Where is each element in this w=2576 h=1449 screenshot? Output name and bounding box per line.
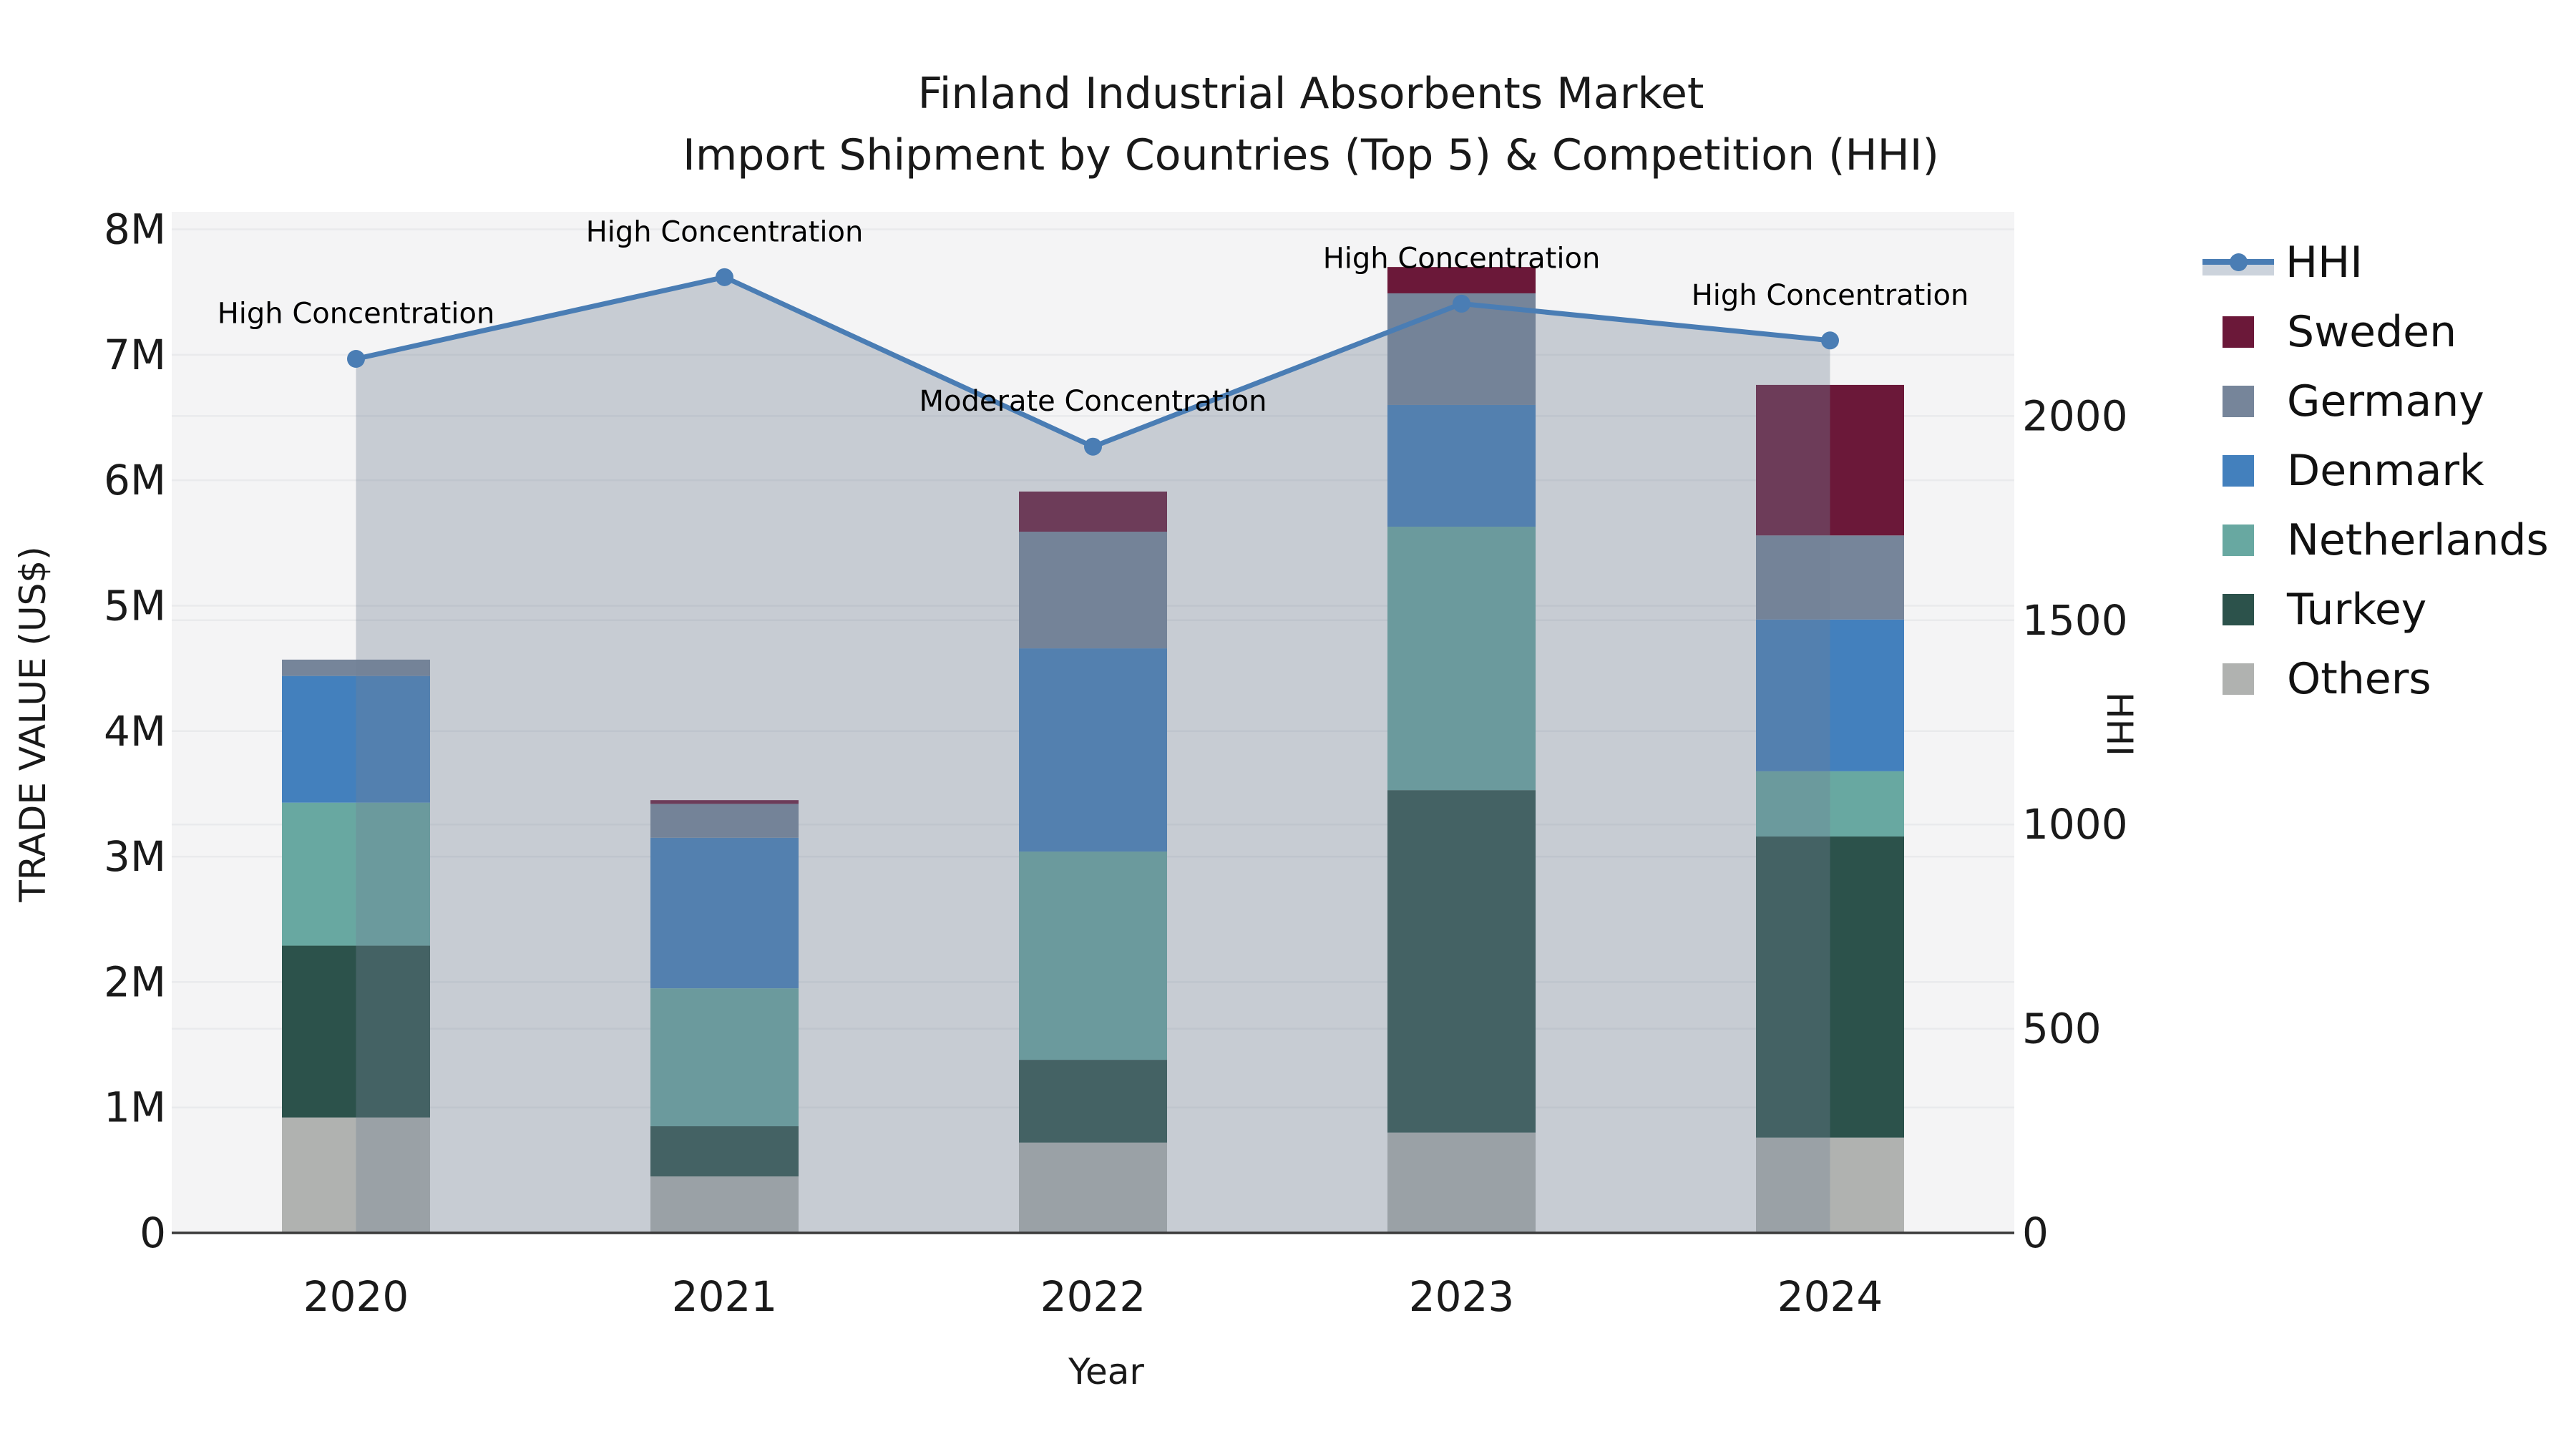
germany-swatch (2223, 385, 2254, 417)
legend-label: Denmark (2287, 445, 2484, 496)
hhi-marker-2023 (1453, 294, 1470, 313)
bar-segment-others-2022 (1019, 1142, 1167, 1233)
bar-segment-others-2020 (282, 1117, 430, 1233)
annotation-2024: High Concentration (1692, 279, 1969, 312)
hhi-line-sample (2202, 241, 2274, 284)
chart-title-line2: Import Shipment by Countries (Top 5) & C… (683, 130, 1939, 180)
bar-segment-netherlands-2022 (1019, 852, 1167, 1060)
bar-segment-denmark-2023 (1387, 404, 1536, 527)
bar-segment-netherlands-2021 (650, 988, 799, 1126)
right-axis-title: HHI (2099, 692, 2140, 756)
bar-segment-denmark-2022 (1019, 648, 1167, 852)
legend-label: Sweden (2287, 306, 2457, 357)
x-tick-label-2023: 2023 (1409, 1272, 1515, 1321)
bar-segment-germany-2022 (1019, 532, 1167, 649)
bar-segment-turkey-2024 (1756, 836, 1904, 1138)
legend-label: Germany (2287, 376, 2484, 426)
netherlands-swatch (2223, 524, 2254, 556)
legend-item-netherlands: Netherlands (2202, 505, 2549, 575)
legend-item-denmark: Denmark (2202, 436, 2549, 505)
sweden-swatch (2223, 316, 2254, 348)
bar-segment-others-2023 (1387, 1132, 1536, 1233)
denmark-swatch (2223, 454, 2254, 487)
bar-segment-sweden-2024 (1756, 384, 1904, 536)
right-tick-label: 1500 (2022, 596, 2128, 645)
legend-item-sweden: Sweden (2202, 297, 2549, 366)
bar-segment-sweden-2023 (1387, 267, 1536, 293)
bar-segment-turkey-2022 (1019, 1060, 1167, 1143)
bar-segment-germany-2021 (650, 804, 799, 838)
bar-segment-turkey-2020 (282, 945, 430, 1118)
legend: HHI Sweden Germany Denmark Netherlands Turkey… (2202, 228, 2549, 713)
left-tick-label: 3M (104, 832, 166, 881)
left-tick-label: 2M (104, 957, 166, 1006)
hhi-marker-2020 (347, 349, 365, 368)
bar-segment-denmark-2024 (1756, 619, 1904, 771)
hhi-marker-2021 (716, 268, 733, 286)
bar-segment-turkey-2023 (1387, 790, 1536, 1133)
left-tick-label: 6M (104, 456, 166, 504)
annotation-2021: High Concentration (586, 215, 864, 248)
annotation-2023: High Concentration (1323, 242, 1601, 275)
legend-label: HHI (2285, 237, 2363, 288)
left-tick-label: 1M (104, 1083, 166, 1132)
bar-segment-netherlands-2023 (1387, 527, 1536, 791)
hhi-marker-2022 (1084, 437, 1102, 456)
legend-item-others: Others (2202, 644, 2549, 713)
bar-segment-turkey-2021 (650, 1126, 799, 1177)
left-tick-label: 7M (104, 331, 166, 379)
right-tick-label: 0 (2022, 1209, 2049, 1257)
x-tick-label-2022: 2022 (1040, 1272, 1146, 1321)
turkey-swatch (2223, 593, 2254, 625)
bar-segment-germany-2020 (282, 659, 430, 676)
annotation-2020: High Concentration (218, 297, 495, 330)
legend-item-hhi: HHI (2202, 228, 2549, 297)
others-swatch (2223, 663, 2254, 695)
bar-segment-netherlands-2020 (282, 802, 430, 946)
hhi-marker-swatch (2230, 253, 2248, 271)
x-tick-label-2024: 2024 (1777, 1272, 1883, 1321)
right-tick-label: 500 (2022, 1005, 2102, 1053)
bar-segment-others-2024 (1756, 1137, 1904, 1233)
right-tick-label: 1000 (2022, 800, 2128, 849)
bar-segment-sweden-2022 (1019, 491, 1167, 532)
bar-segment-netherlands-2024 (1756, 771, 1904, 837)
left-tick-label: 4M (104, 707, 166, 756)
hhi-marker-2024 (1821, 331, 1839, 350)
bar-segment-sweden-2021 (650, 800, 799, 804)
x-axis-title: Year (1068, 1351, 1144, 1392)
left-axis-title: TRADE VALUE (US$) (12, 546, 54, 902)
bar-segment-denmark-2020 (282, 675, 430, 803)
hhi-area-fill (356, 277, 1830, 1233)
left-tick-label: 5M (104, 581, 166, 630)
legend-label: Turkey (2287, 584, 2427, 635)
right-tick-label: 2000 (2022, 391, 2128, 440)
legend-label: Netherlands (2287, 514, 2549, 565)
left-tick-label: 0 (140, 1209, 166, 1257)
bar-segment-others-2021 (650, 1176, 799, 1233)
x-tick-label-2020: 2020 (303, 1272, 409, 1321)
left-tick-label: 8M (104, 205, 166, 254)
chart-title-line1: Finland Industrial Absorbents Market (917, 69, 1704, 119)
annotation-2022: Moderate Concentration (919, 385, 1267, 418)
bar-segment-germany-2024 (1756, 535, 1904, 620)
x-tick-label-2021: 2021 (672, 1272, 778, 1321)
legend-label: Others (2287, 653, 2431, 704)
legend-item-germany: Germany (2202, 366, 2549, 436)
legend-item-turkey: Turkey (2202, 575, 2549, 644)
bar-segment-denmark-2021 (650, 837, 799, 989)
